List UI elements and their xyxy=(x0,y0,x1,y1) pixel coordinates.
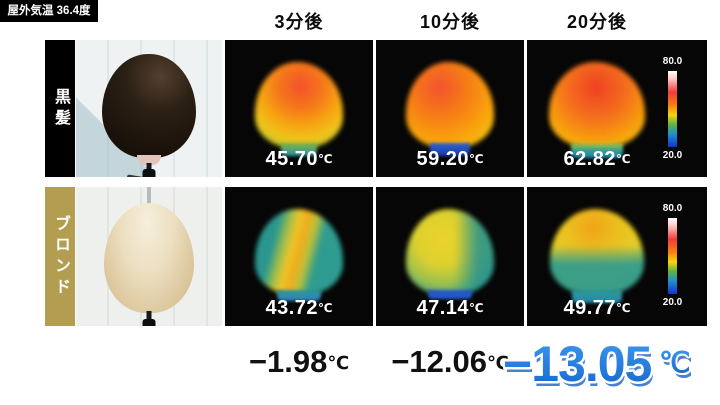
celsius-unit: ℃ xyxy=(318,301,333,315)
thermal-wig-blob xyxy=(406,209,494,295)
stand-clamp xyxy=(142,169,156,177)
temperature-value: 47.14 xyxy=(416,297,470,319)
temperature-value: 59.20 xyxy=(416,148,470,170)
thermal-neck-stub xyxy=(572,290,622,303)
colorbar-min-label: 20.0 xyxy=(662,297,683,308)
celsius-unit: ℃ xyxy=(318,152,333,166)
temperature-value: 43.72 xyxy=(265,297,319,319)
temperature-readout: 49.77℃ xyxy=(527,297,667,320)
celsius-unit-shadow: ℃ xyxy=(661,352,692,383)
thermal-cell-black-20min: 62.82℃ 80.0 20.0 xyxy=(527,40,707,177)
outdoor-temperature-text: 屋外気温 36.4度 xyxy=(7,5,91,17)
black-wig xyxy=(102,54,196,158)
thermal-colorbar xyxy=(668,218,677,294)
thermal-wig-blob xyxy=(255,209,343,295)
temperature-readout: 43.72℃ xyxy=(225,297,373,320)
temperature-readout: 47.14℃ xyxy=(376,297,524,320)
column-header-10min: 10分後 xyxy=(419,12,481,32)
thermal-neck-stub xyxy=(571,143,623,158)
temp-difference-10min: −12.06℃ xyxy=(376,344,524,380)
difference-shadow-text: −13.05 xyxy=(505,341,654,397)
colorbar-max-label: 80.0 xyxy=(662,56,683,67)
temp-difference-20min-highlight: −13.05 ℃ −13.05 ℃ xyxy=(503,334,692,398)
celsius-unit: ℃ xyxy=(469,152,484,166)
thermal-wig-blob xyxy=(406,62,494,148)
thermal-neck-stub xyxy=(281,143,317,156)
row-black-hair: 黒髪 45.70℃ 59.20℃ 62.82℃ xyxy=(0,40,720,177)
row-blonde-hair: ブロンド 43.72℃ 47.14℃ 49.77℃ xyxy=(0,187,720,326)
wig-photo-blonde xyxy=(76,187,222,326)
thermal-cell-black-3min: 45.70℃ xyxy=(225,40,373,177)
row-label-text: ブロンド xyxy=(52,214,69,299)
difference-value: −1.98 xyxy=(248,344,328,379)
colorbar-min-label: 20.0 xyxy=(662,150,683,161)
thermal-cell-blonde-10min: 47.14℃ xyxy=(376,187,524,326)
temp-difference-3min: −1.98℃ xyxy=(225,344,373,380)
thermal-wig-blob xyxy=(550,209,644,295)
temperature-readout: 62.82℃ xyxy=(527,148,667,171)
thermal-cell-black-10min: 59.20℃ xyxy=(376,40,524,177)
row-label-blonde: ブロンド xyxy=(45,187,75,326)
thermal-colorbar xyxy=(668,71,677,147)
mannequin-neck xyxy=(137,155,161,165)
stand-pole xyxy=(146,311,152,326)
temperature-value: 49.77 xyxy=(563,297,617,319)
thermal-neck-stub xyxy=(430,143,470,156)
thermal-cell-blonde-20min: 49.77℃ 80.0 20.0 xyxy=(527,187,707,326)
column-header-20min: 20分後 xyxy=(566,12,628,32)
thermal-neck-stub xyxy=(428,290,472,299)
colorbar-max-label: 80.0 xyxy=(662,203,683,214)
thermal-neck-stub xyxy=(277,290,321,301)
celsius-unit: ℃ xyxy=(616,152,631,166)
stand-clamp xyxy=(142,319,156,326)
temperature-value: 62.82 xyxy=(563,148,617,170)
outdoor-temperature-badge: 屋外気温 36.4度 xyxy=(0,0,98,22)
thermal-wig-blob xyxy=(549,62,645,148)
temperature-value: 45.70 xyxy=(265,148,319,170)
celsius-unit: ℃ xyxy=(616,301,631,315)
blonde-wig xyxy=(104,203,194,313)
celsius-unit: ℃ xyxy=(486,353,509,373)
thermal-wig-blob xyxy=(255,62,343,148)
row-label-black-hair: 黒髪 xyxy=(45,40,75,177)
celsius-unit: ℃ xyxy=(469,301,484,315)
thermal-cell-blonde-3min: 43.72℃ xyxy=(225,187,373,326)
celsius-unit: ℃ xyxy=(327,353,350,373)
difference-value: −12.06 xyxy=(391,344,487,379)
row-label-text: 黒髪 xyxy=(52,87,69,130)
temperature-readout: 45.70℃ xyxy=(225,148,373,171)
wig-photo-black xyxy=(76,40,222,177)
difference-value-text: −13.05 xyxy=(503,336,652,392)
celsius-unit-text: ℃ xyxy=(659,347,690,378)
column-header-3min: 3分後 xyxy=(274,12,324,32)
temperature-readout: 59.20℃ xyxy=(376,148,524,171)
